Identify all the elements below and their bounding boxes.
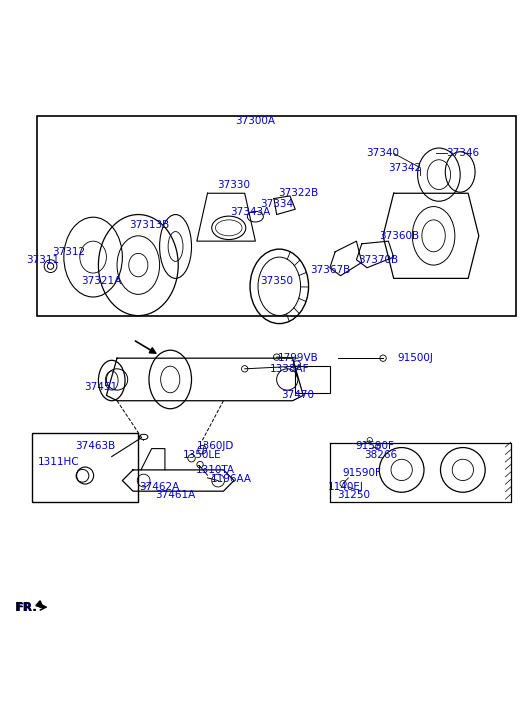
Text: 37370B: 37370B <box>358 254 398 265</box>
Text: 37311: 37311 <box>26 254 59 265</box>
Text: 37312: 37312 <box>53 246 86 257</box>
Text: FR.: FR. <box>15 601 38 614</box>
Text: 37461A: 37461A <box>155 491 196 500</box>
Text: 37350: 37350 <box>260 276 293 286</box>
Text: 37322B: 37322B <box>278 188 318 198</box>
Text: 37334: 37334 <box>260 199 293 209</box>
Text: FR.: FR. <box>17 603 36 613</box>
Text: 37360B: 37360B <box>379 230 419 241</box>
Bar <box>37 116 516 316</box>
Text: 1196AA: 1196AA <box>211 475 252 484</box>
Text: 1338AF: 1338AF <box>270 364 310 374</box>
Text: 37451: 37451 <box>85 382 118 393</box>
Text: 37340: 37340 <box>367 148 400 158</box>
Text: 91590F: 91590F <box>342 467 381 478</box>
Text: 37300A: 37300A <box>235 116 276 126</box>
Text: 91500J: 91500J <box>397 353 433 364</box>
Text: 37321A: 37321A <box>81 276 121 286</box>
Text: 1311HC: 1311HC <box>38 457 79 467</box>
Text: 37343A: 37343A <box>230 207 270 217</box>
Text: 37313B: 37313B <box>129 220 169 230</box>
Text: 38266: 38266 <box>364 450 397 460</box>
Text: 1310TA: 1310TA <box>196 465 235 475</box>
Text: 37470: 37470 <box>281 390 314 401</box>
Text: 1799VB: 1799VB <box>278 353 318 364</box>
Text: 1140EJ: 1140EJ <box>328 482 364 492</box>
Text: 37330: 37330 <box>218 180 251 190</box>
Bar <box>295 366 330 393</box>
Text: 1350LE: 1350LE <box>183 450 221 460</box>
Text: 37462A: 37462A <box>139 482 180 492</box>
Text: 91590F: 91590F <box>355 441 395 451</box>
Text: 37346: 37346 <box>446 148 479 158</box>
Text: 37342: 37342 <box>388 163 421 173</box>
Text: 31250: 31250 <box>337 491 370 500</box>
Text: 37367B: 37367B <box>310 265 350 276</box>
Bar <box>32 433 138 502</box>
Text: 37463B: 37463B <box>76 441 116 451</box>
Text: 1360JD: 1360JD <box>197 441 234 451</box>
